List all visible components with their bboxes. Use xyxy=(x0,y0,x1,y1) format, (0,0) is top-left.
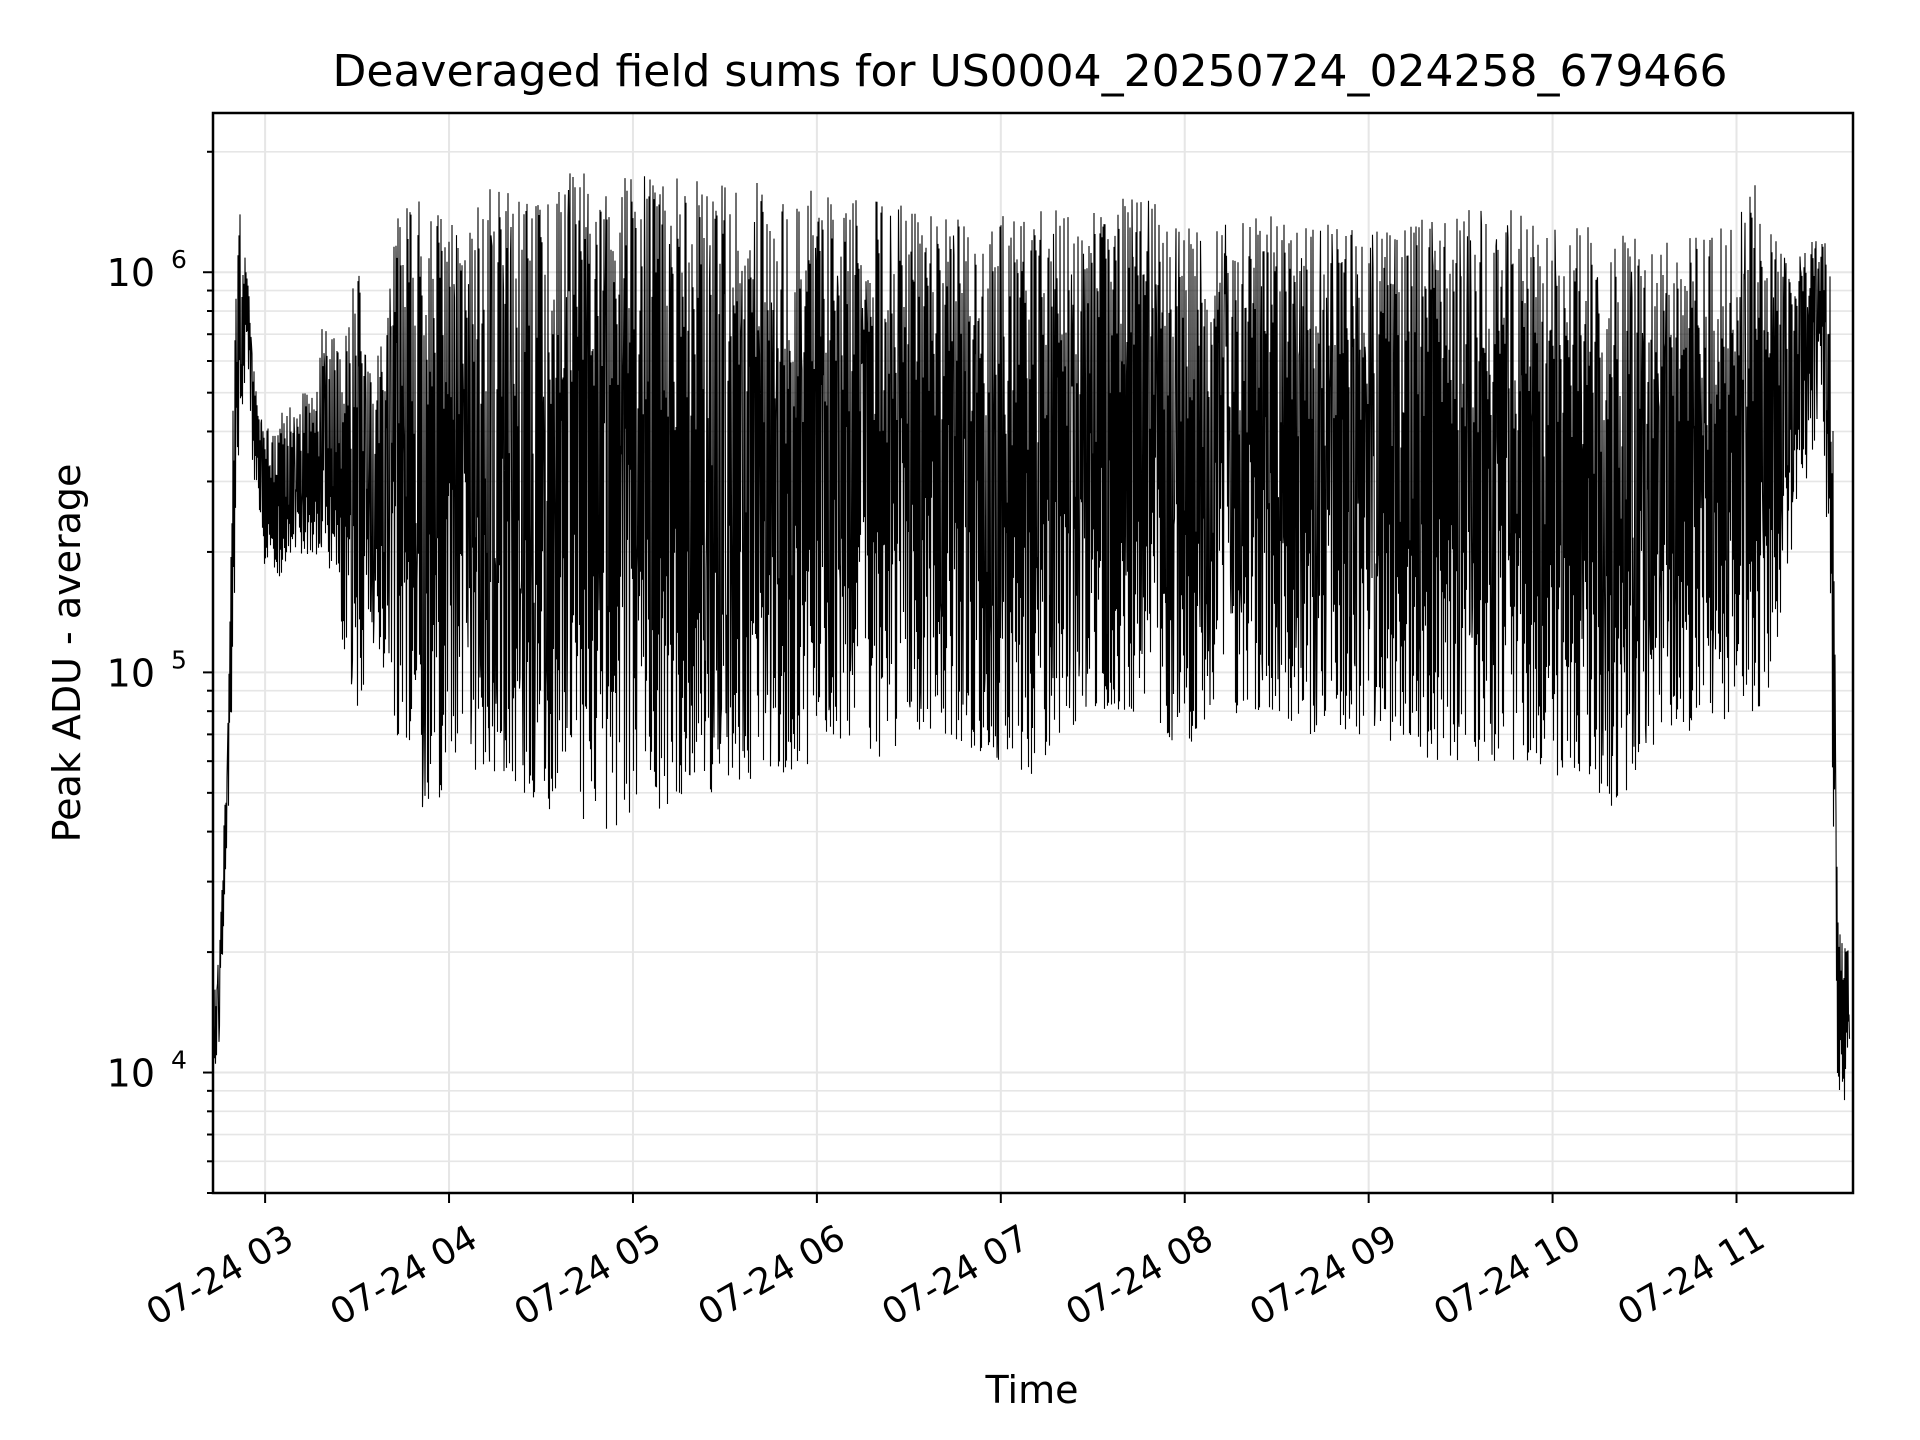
plot-frame xyxy=(211,111,1855,1195)
y-tick-base: 10 xyxy=(107,651,155,695)
y-tick-base: 10 xyxy=(107,1052,155,1096)
y-tick-exponent: 4 xyxy=(171,1046,187,1075)
x-axis-label: Time xyxy=(985,1368,1079,1412)
chart-title: Deaveraged field sums for US0004_2025072… xyxy=(333,46,1728,97)
y-tick-label: 10 xyxy=(107,251,155,295)
y-tick-label: 10 xyxy=(107,651,155,695)
y-tick-exponent: 5 xyxy=(171,645,187,674)
series-layer xyxy=(212,173,1851,1101)
y-tick-exponent: 6 xyxy=(171,245,187,274)
y-axis-label: Peak ADU - average xyxy=(45,464,89,843)
y-axis-ticks: 10 4 10 5 10 6 xyxy=(107,150,213,1194)
series-line xyxy=(212,173,1851,1101)
y-tick-base: 10 xyxy=(107,251,155,295)
y-tick-label: 10 xyxy=(107,1052,155,1096)
